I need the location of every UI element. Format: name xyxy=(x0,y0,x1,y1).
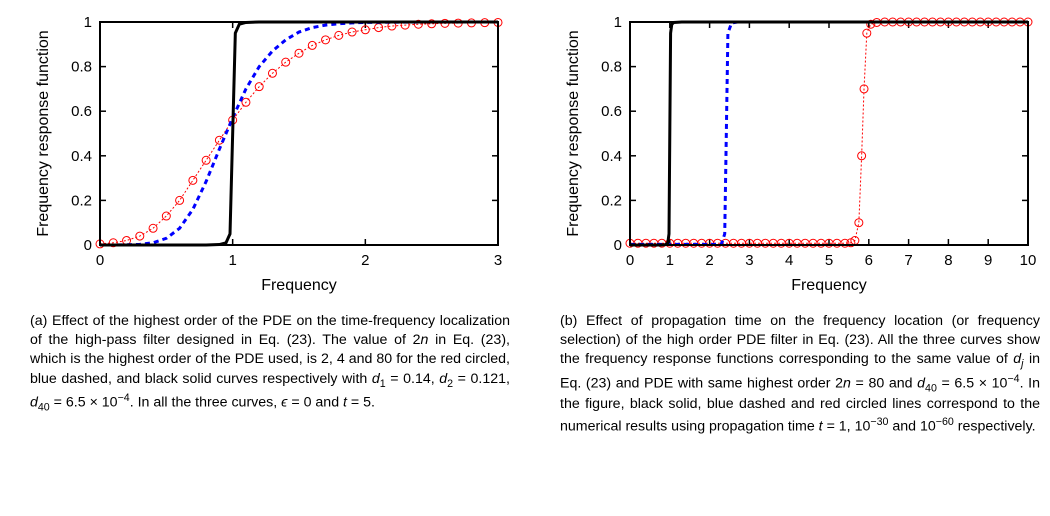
svg-text:5: 5 xyxy=(825,252,833,269)
svg-text:0: 0 xyxy=(96,252,104,269)
svg-text:7: 7 xyxy=(904,252,912,269)
svg-text:0.6: 0.6 xyxy=(601,103,622,120)
svg-text:Frequency: Frequency xyxy=(261,277,337,294)
panel-a: 0 1 2 3 0 0.2 0.4 0.6 0.8 1 Frequency Frequency res… xyxy=(30,10,510,437)
plot-a: 0 1 2 3 0 0.2 0.4 0.6 0.8 1 Frequency Frequency res… xyxy=(30,10,510,300)
svg-text:2: 2 xyxy=(361,252,369,269)
plot-b: 0 1 2 3 4 5 6 7 8 9 10 0 0.2 0.4 0.6 0.8 1 Frequency Frequ… xyxy=(560,10,1040,300)
svg-text:4: 4 xyxy=(785,252,793,269)
svg-text:0: 0 xyxy=(614,237,622,254)
svg-text:1: 1 xyxy=(666,252,674,269)
svg-text:6: 6 xyxy=(865,252,873,269)
svg-text:Frequency: Frequency xyxy=(791,277,867,294)
svg-text:0.2: 0.2 xyxy=(601,192,622,209)
panel-b: 0 1 2 3 4 5 6 7 8 9 10 0 0.2 0.4 0.6 0.8 1 Frequency Frequ… xyxy=(560,10,1040,437)
svg-text:0.4: 0.4 xyxy=(601,148,622,165)
svg-text:1: 1 xyxy=(228,252,236,269)
svg-text:0.8: 0.8 xyxy=(71,59,92,76)
svg-text:1: 1 xyxy=(84,14,92,31)
svg-text:0.8: 0.8 xyxy=(601,59,622,76)
svg-text:0.4: 0.4 xyxy=(71,148,92,165)
svg-text:8: 8 xyxy=(944,252,952,269)
svg-text:3: 3 xyxy=(745,252,753,269)
svg-text:3: 3 xyxy=(494,252,502,269)
svg-text:Frequency response function: Frequency response function xyxy=(565,30,582,236)
svg-text:0.6: 0.6 xyxy=(71,103,92,120)
svg-text:0: 0 xyxy=(626,252,634,269)
svg-text:1: 1 xyxy=(614,14,622,31)
caption-a: (a) Effect of the highest order of the P… xyxy=(30,312,510,415)
svg-text:0: 0 xyxy=(84,237,92,254)
figure-container: 0 1 2 3 0 0.2 0.4 0.6 0.8 1 Frequency Frequency res… xyxy=(0,0,1050,447)
svg-text:2: 2 xyxy=(705,252,713,269)
svg-text:10: 10 xyxy=(1020,252,1037,269)
svg-text:0.2: 0.2 xyxy=(71,192,92,209)
svg-text:Frequency response function: Frequency response function xyxy=(35,30,52,236)
caption-b: (b) Effect of propagation time on the fr… xyxy=(560,312,1040,437)
svg-text:9: 9 xyxy=(984,252,992,269)
